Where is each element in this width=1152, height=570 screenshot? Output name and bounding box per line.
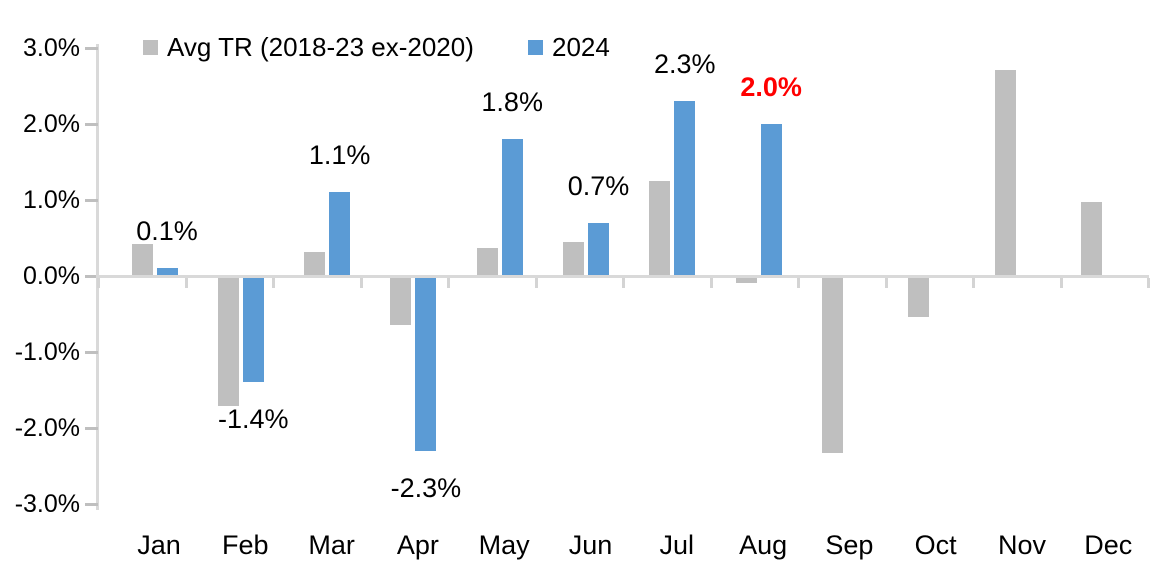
legend-label: Avg TR (2018-23 ex-2020) — [167, 31, 474, 62]
legend-item-avg-tr: Avg TR (2018-23 ex-2020) — [143, 31, 474, 63]
x-axis-tick — [534, 277, 538, 288]
data-label-apr: -2.3% — [390, 472, 462, 503]
bar-2024-feb — [242, 276, 264, 383]
bar-avg-dec — [1080, 202, 1102, 276]
month-label-feb: Feb — [222, 530, 269, 560]
y-axis-tick — [85, 198, 98, 202]
y-axis-tick — [85, 350, 98, 354]
x-axis-tick — [797, 277, 800, 288]
bar-2024-may — [501, 139, 523, 276]
y-axis-tick — [85, 426, 98, 430]
y-axis-tick — [85, 46, 98, 50]
data-label-may: 1.8% — [481, 87, 543, 118]
bar-avg-jul — [649, 181, 671, 276]
x-axis-tick — [884, 277, 888, 288]
legend-swatch-avg-tr — [143, 39, 158, 55]
y-axis-label: 3.0% — [23, 34, 80, 62]
data-label-jan: 0.1% — [136, 216, 198, 247]
y-axis-tick — [85, 122, 98, 126]
bar-2024-aug — [760, 124, 782, 276]
month-label-mar: Mar — [308, 530, 355, 560]
x-axis-tick — [447, 277, 450, 288]
month-label-oct: Oct — [914, 530, 957, 560]
bar-2024-jan — [156, 268, 178, 276]
x-axis-zero-line — [96, 274, 1149, 278]
x-axis-tick — [1059, 277, 1063, 288]
y-axis-label: -3.0% — [14, 490, 80, 518]
x-axis-tick — [1147, 277, 1150, 288]
y-axis-label: -1.0% — [14, 338, 80, 366]
month-label-jan: Jan — [137, 530, 181, 560]
month-label-sep: Sep — [825, 530, 874, 560]
month-label-jun: Jun — [568, 530, 613, 560]
x-axis-tick — [272, 277, 275, 288]
bar-avg-feb — [217, 276, 239, 406]
bar-avg-apr — [390, 276, 412, 326]
bar-2024-mar — [329, 192, 351, 276]
bar-2024-apr — [415, 276, 437, 451]
y-axis-label: -2.0% — [14, 414, 80, 442]
x-axis-tick — [359, 277, 363, 288]
y-axis-label: 1.0% — [23, 186, 80, 214]
month-label-may: May — [478, 530, 530, 560]
x-axis-tick — [622, 277, 625, 288]
bar-avg-jun — [563, 241, 584, 276]
bar-avg-mar — [304, 252, 326, 276]
legend-label: 2024 — [552, 31, 610, 62]
bar-avg-sep — [821, 276, 843, 454]
bar-avg-jan — [131, 244, 153, 276]
bar-avg-nov — [994, 70, 1016, 276]
legend-swatch-2024 — [528, 39, 543, 55]
y-axis-tick — [85, 274, 98, 278]
bar-avg-aug — [735, 276, 757, 283]
month-label-dec: Dec — [1084, 530, 1133, 560]
x-axis-tick — [972, 277, 975, 288]
data-label-aug: 2.0% — [740, 72, 802, 102]
y-axis-label: 2.0% — [23, 110, 80, 138]
x-axis-tick — [184, 277, 188, 288]
bar-avg-oct — [908, 276, 930, 318]
data-label-mar: 1.1% — [308, 140, 371, 171]
month-label-nov: Nov — [997, 530, 1046, 560]
month-label-jul: Jul — [659, 530, 695, 560]
bar-2024-jul — [674, 101, 696, 276]
x-axis-tick — [709, 277, 713, 288]
y-axis-tick — [85, 502, 98, 506]
month-label-apr: Apr — [396, 530, 439, 560]
legend-item-2024: 2024 — [528, 31, 610, 63]
data-label-jul: 2.3% — [654, 49, 716, 80]
y-axis-label: 0.0% — [23, 262, 80, 290]
data-label-feb: -1.4% — [218, 404, 289, 435]
x-axis-tick — [97, 277, 100, 288]
data-label-jun: 0.7% — [567, 170, 630, 201]
bar-2024-jun — [588, 222, 609, 276]
month-label-aug: Aug — [739, 530, 788, 560]
bar-avg-may — [476, 247, 498, 276]
